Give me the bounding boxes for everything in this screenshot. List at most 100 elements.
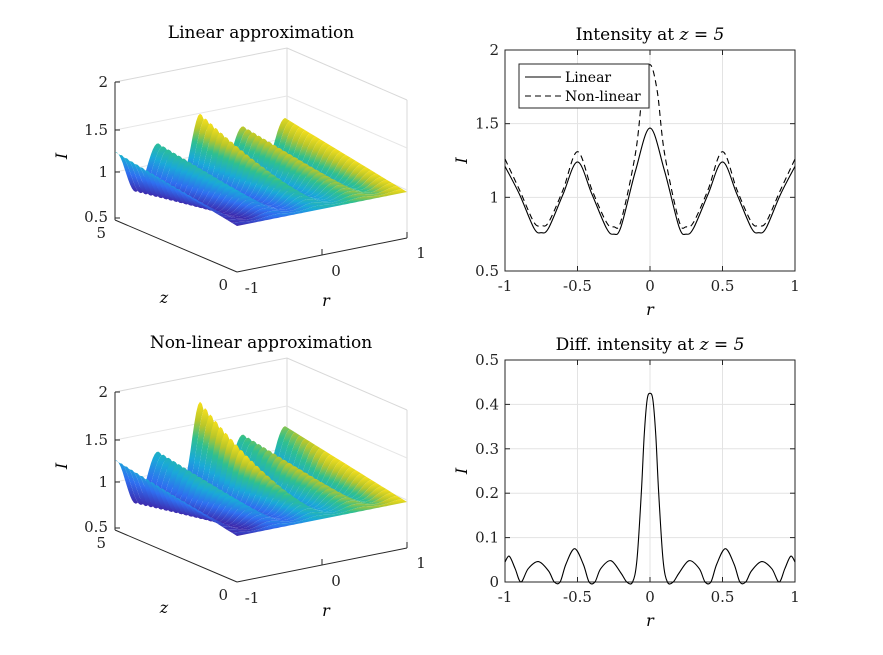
x-axis-label: r	[646, 611, 655, 630]
surface-strip	[201, 170, 377, 215]
surface-strip	[216, 179, 392, 219]
x-tick-label: 1	[790, 588, 800, 606]
surface-strip	[170, 151, 346, 207]
zaxis-tick-label: 1.5	[84, 431, 108, 449]
surface-strip	[216, 489, 392, 529]
y-axis-label: I	[452, 467, 471, 475]
surface-strip	[231, 188, 407, 226]
zaxis-tick-label: 1	[98, 473, 108, 491]
surface-mesh-linear	[115, 113, 407, 226]
legend-box	[518, 63, 650, 109]
title-nonlinear-surface: Non-linear approximation	[150, 333, 372, 353]
surface-strip	[176, 464, 352, 519]
surface-strip	[226, 185, 402, 223]
y-tick-label: 0.3	[475, 440, 499, 458]
zaxis-tick-label: 2	[98, 383, 108, 401]
yaxis-label: z	[159, 598, 169, 617]
surface-strip	[145, 136, 321, 201]
x-tick-label: 0.5	[711, 277, 735, 295]
surface-axes	[114, 391, 408, 583]
surface-strip	[130, 127, 306, 197]
surface-strip	[181, 158, 357, 210]
y-tick-label: 0.5	[475, 262, 499, 280]
surface-strip	[135, 130, 311, 199]
zaxis-tick-label: 1	[98, 163, 108, 181]
yaxis-tick-label: 5	[96, 534, 106, 552]
yaxis-tick-label: 0	[218, 276, 228, 294]
xaxis-tick-label: -1	[245, 589, 260, 607]
x-tick-label: -1	[498, 277, 513, 295]
surface-strip	[115, 113, 291, 194]
zaxis-tick-label: 2	[98, 73, 108, 91]
zaxis-label: I	[52, 152, 71, 160]
surface-strip	[176, 155, 352, 209]
x-tick-label: -0.5	[563, 277, 592, 295]
x-tick-label: 1	[790, 277, 800, 295]
surface-strip	[231, 498, 407, 536]
xaxis-tick-label: 0	[331, 572, 341, 590]
surface-strip	[206, 173, 382, 216]
legend-entry: Non-linear	[565, 89, 641, 105]
y-tick-label: 0.4	[475, 395, 499, 413]
surface-strip	[160, 454, 336, 516]
plot-title-math: z = 5	[679, 25, 725, 45]
x-tick-label: -0.5	[563, 588, 592, 606]
surface-strip	[201, 479, 377, 525]
surface-strip	[206, 483, 382, 527]
x-tick-label: -1	[498, 588, 513, 606]
zaxis-tick-label: 0.5	[84, 208, 108, 226]
surface-strip	[160, 145, 336, 205]
x-tick-label: 0	[645, 588, 655, 606]
series-line-linear	[504, 127, 796, 236]
surface-axes	[114, 81, 408, 273]
x-tick-label: 0.5	[711, 588, 735, 606]
surface-strip	[191, 164, 367, 212]
xaxis-label: r	[322, 601, 331, 620]
surface-strip	[165, 148, 341, 206]
y-axis-label: I	[452, 157, 471, 165]
diff-intensity-line-plot: -1 -0.5 0 0.5 1 0 0.1 0.2 0.3 0.4 0.5 Diff. intensi…	[452, 335, 800, 630]
y-tick-label: 2	[489, 41, 499, 59]
surface-strip	[165, 457, 341, 517]
linear-surface-plot: Linear approximation	[52, 23, 426, 310]
surface-strip	[150, 139, 326, 202]
plot-title-text: Intensity at	[576, 25, 680, 45]
plot-title-text: Diff. intensity at	[556, 335, 700, 355]
surface-strip	[140, 133, 316, 200]
yaxis-tick-label: 5	[96, 224, 106, 242]
plot-title-math: z = 5	[699, 335, 745, 355]
intensity-line-plot: -1 -0.5 0 0.5 1 0.5 1 1.5 2 Intensity at z = 5 r I L…	[452, 25, 800, 319]
y-tick-label: 0.1	[475, 529, 499, 547]
nonlinear-surface-plot: Non-linear approximation	[52, 333, 426, 620]
surface-strip	[221, 182, 397, 220]
surface-strip	[120, 118, 296, 195]
surface-mesh-nonlinear	[115, 401, 407, 536]
surface-strip	[155, 142, 331, 204]
legend-entry: Linear	[565, 70, 611, 86]
series-line-non-linear	[504, 64, 796, 229]
xaxis-label: r	[322, 291, 331, 310]
surface-strip	[221, 492, 397, 530]
zaxis-tick-label: 0.5	[84, 518, 108, 536]
surface-strip	[211, 486, 387, 528]
yaxis-label: z	[159, 288, 169, 307]
zaxis-label: I	[52, 462, 71, 470]
y-tick-label: 0.5	[475, 351, 499, 369]
y-tick-label: 1.5	[475, 115, 499, 133]
series-line-0	[504, 392, 796, 585]
yaxis-tick-label: 0	[218, 586, 228, 604]
x-tick-label: 0	[645, 277, 655, 295]
surface-strip	[170, 460, 346, 518]
y-tick-label: 0.2	[475, 484, 499, 502]
surface-strip	[226, 495, 402, 533]
y-tick-label: 1	[489, 188, 499, 206]
x-axis-label: r	[646, 300, 655, 319]
surface-strip	[196, 476, 372, 524]
xaxis-tick-label: -1	[245, 279, 260, 297]
title-linear-surface: Linear approximation	[168, 23, 354, 43]
xaxis-tick-label: 1	[416, 244, 426, 262]
zaxis-tick-label: 1.5	[84, 121, 108, 139]
y-tick-label: 0	[489, 573, 499, 591]
plot-title: Diff. intensity at z = 5	[556, 335, 745, 355]
